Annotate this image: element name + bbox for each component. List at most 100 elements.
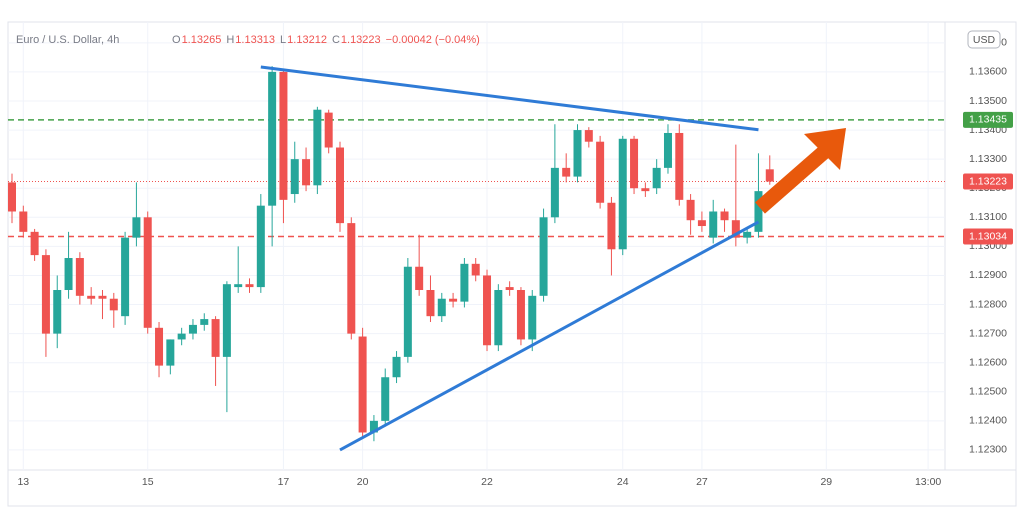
candle-body [132, 217, 141, 238]
y-tick-label: 1.12600 [969, 356, 1007, 368]
candle-body [358, 336, 367, 433]
candle-body [53, 290, 62, 334]
trendline [339, 220, 760, 452]
candle-body [516, 290, 525, 340]
candle-body [573, 130, 582, 177]
candle-body [528, 295, 537, 340]
candle-body [607, 202, 616, 250]
candle-body [437, 298, 446, 317]
candle-body [30, 231, 39, 256]
x-tick-label: 17 [278, 476, 290, 488]
annotation [755, 128, 846, 214]
y-tick-label: 1.12500 [969, 386, 1007, 398]
ohlc-key: O [172, 34, 181, 46]
chart-title: Euro / U.S. Dollar, 4h [16, 34, 119, 46]
price-badge-label: 1.13223 [969, 175, 1007, 187]
candle-body [369, 420, 378, 433]
x-tick-label: 20 [357, 476, 369, 488]
candle-body [652, 167, 661, 189]
candle-body [121, 237, 130, 317]
ohlc-value: 1.13212 [287, 34, 327, 46]
candle-body [562, 167, 571, 177]
y-tick-label: 1.13300 [969, 153, 1007, 165]
candle-body [8, 182, 16, 212]
candle-body [641, 188, 650, 192]
candle-body [743, 231, 752, 238]
candle-body [143, 217, 152, 328]
x-tick-label: 29 [820, 476, 832, 488]
ohlc-key: H [226, 34, 234, 46]
candle-body [675, 132, 684, 200]
candle-body [188, 324, 197, 334]
y-tick-label: 1.12700 [969, 327, 1007, 339]
candle-body [460, 263, 469, 302]
candle-body [41, 255, 50, 334]
price-badge-label: 1.13435 [969, 114, 1007, 126]
candle-body [630, 138, 639, 189]
candle-body [505, 287, 514, 291]
candle-body [200, 319, 209, 325]
price-badge [963, 173, 1013, 190]
x-tick-label: 13:00 [915, 476, 941, 488]
candle-body [234, 284, 243, 288]
price-badge-label: 1.13034 [969, 230, 1007, 242]
price-badge [963, 228, 1013, 245]
candle-body [302, 159, 311, 186]
candle-body [381, 377, 390, 421]
change: −0.00042 (−0.04%) [386, 34, 480, 46]
candle-body [19, 211, 28, 232]
y-tick-label: 1.12800 [969, 298, 1007, 310]
candle-body [75, 258, 84, 296]
candle-body [720, 211, 729, 221]
candle-body [449, 298, 458, 302]
candle-body [596, 141, 605, 203]
y-tick-label: 1.13100 [969, 211, 1007, 223]
ohlc-value: 1.13313 [235, 34, 275, 46]
y-tick-label: 1.12900 [969, 269, 1007, 281]
candle-body [313, 109, 322, 186]
candle-body [324, 112, 333, 148]
candle-body [709, 211, 718, 238]
x-tick-label: 27 [696, 476, 708, 488]
candle-body [765, 169, 774, 182]
candle-body [483, 275, 492, 346]
price-badge [963, 111, 1013, 128]
candle-body [177, 333, 186, 340]
candle-body [550, 167, 559, 218]
candle-body [471, 263, 480, 276]
candle-body [268, 71, 277, 206]
x-tick-label: 15 [142, 476, 154, 488]
candle-body [686, 199, 695, 221]
ohlc-key: L [280, 34, 286, 46]
x-tick-label: 13 [17, 476, 29, 488]
arrow-shaft [755, 146, 829, 214]
ohlc-key: C [332, 34, 340, 46]
ohlc-value: 1.13265 [182, 34, 222, 46]
candle-body [245, 284, 254, 288]
candle-body [539, 217, 548, 296]
frame [7, 21, 1017, 507]
candle-body [279, 71, 288, 200]
candle-body [335, 147, 344, 224]
y-tick-label: 1.12400 [969, 415, 1007, 427]
currency-button[interactable] [967, 30, 1001, 49]
candle-body [347, 223, 356, 334]
y-tick-label: 1.13500 [969, 95, 1007, 107]
candle-body [166, 339, 175, 366]
candle-body [426, 290, 435, 317]
trendline [260, 65, 759, 132]
y-tick-label: 1.12300 [969, 444, 1007, 456]
candle-body [494, 290, 503, 346]
ohlc-value: 1.13223 [341, 34, 381, 46]
x-tick-label: 24 [617, 476, 629, 488]
candle-body [584, 130, 593, 142]
candle-body [731, 220, 740, 238]
candle-body [697, 220, 706, 227]
x-tick-label: 22 [481, 476, 493, 488]
y-tick-label: 1.13600 [969, 66, 1007, 78]
candle-body [222, 284, 231, 357]
candle-body [618, 138, 627, 250]
arrow-head [804, 128, 846, 170]
candle-body [64, 258, 73, 291]
